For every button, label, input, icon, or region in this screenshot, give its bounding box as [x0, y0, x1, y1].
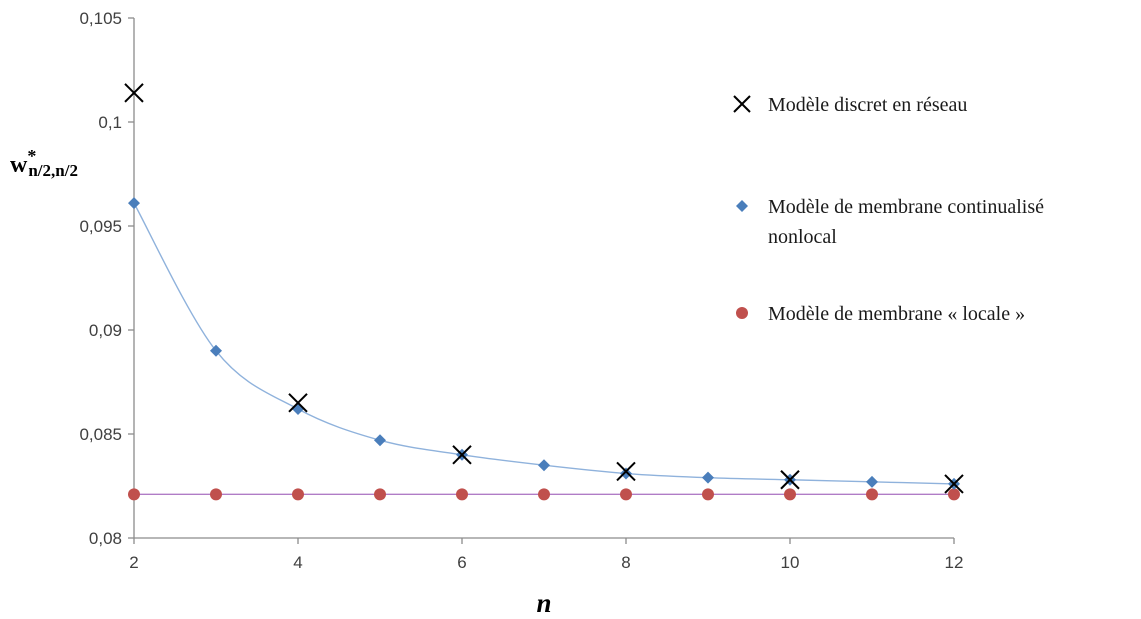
data-point-x	[616, 461, 636, 482]
data-point-circle	[620, 488, 632, 501]
data-point-circle	[702, 488, 714, 501]
series-layer	[124, 83, 964, 501]
legend-label: Modèle discret en réseau	[768, 94, 967, 116]
data-point-circle	[128, 488, 140, 501]
data-point-diamond	[374, 434, 386, 447]
y-tick-label: 0,095	[79, 217, 122, 236]
data-point-diamond	[128, 197, 140, 210]
x-tick-label: 10	[781, 553, 800, 572]
data-point-diamond	[538, 459, 550, 472]
legend-label: Modèle de membrane continualisé	[768, 196, 1044, 218]
data-point-x	[944, 474, 964, 494]
x-axis-title: n	[536, 588, 551, 618]
x-tick-label: 4	[293, 553, 302, 572]
x-tick-label: 2	[129, 553, 138, 572]
data-point-x	[780, 470, 800, 490]
legend-label: nonlocal	[768, 226, 837, 248]
legend: Modèle discret en réseau Modèle de membra…	[733, 94, 1044, 325]
y-tick-label: 0,08	[89, 529, 122, 548]
y-tick-label: 0,1	[98, 113, 122, 132]
data-point-circle	[374, 488, 386, 501]
data-point-diamond	[210, 344, 222, 357]
data-point-circle	[538, 488, 550, 501]
legend-marker-diamond	[736, 200, 748, 212]
data-point-x	[452, 445, 472, 465]
data-point-x	[124, 83, 144, 103]
y-tick-label: 0,085	[79, 425, 122, 444]
data-point-circle	[292, 488, 304, 501]
legend-marker-circle	[736, 307, 748, 319]
legend-marker-x	[733, 95, 751, 113]
data-point-diamond	[620, 467, 632, 480]
data-point-circle	[210, 488, 222, 501]
data-point-circle	[948, 488, 960, 501]
y-axis-title: w* n/2,n/2	[10, 146, 78, 180]
axis-titles: w* n/2,n/2 n	[10, 146, 552, 618]
x-tick-label: 12	[945, 553, 964, 572]
axes: 0,08 0,085 0,09 0,095 0,1 0,105 2 4 6 8 10 12	[79, 9, 963, 572]
x-tick-label: 8	[621, 553, 630, 572]
data-point-circle	[866, 488, 878, 501]
y-tick-label: 0,09	[89, 321, 122, 340]
data-point-x	[288, 393, 308, 413]
series-line-1	[133, 202, 955, 485]
y-tick-label: 0,105	[79, 9, 122, 28]
data-point-diamond	[292, 403, 304, 416]
legend-label: Modèle de membrane « locale »	[768, 303, 1025, 325]
x-tick-label: 6	[457, 553, 466, 572]
data-point-diamond	[866, 475, 878, 488]
data-point-diamond	[702, 471, 714, 484]
data-point-circle	[456, 488, 468, 501]
data-point-circle	[784, 488, 796, 501]
